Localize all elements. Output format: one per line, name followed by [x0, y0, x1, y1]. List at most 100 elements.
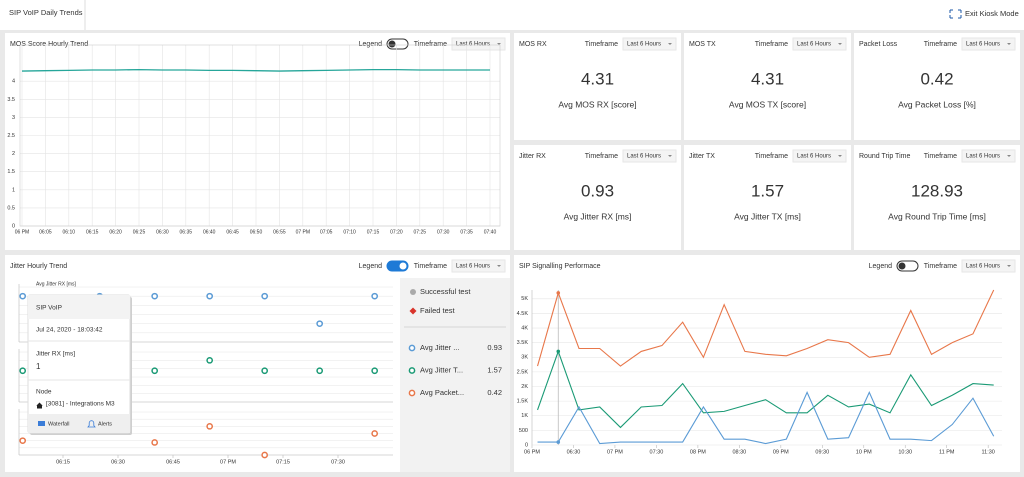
- y-tick-label: 1.5K: [517, 399, 529, 405]
- legend-value: 0.93: [487, 343, 502, 352]
- alerts-icon[interactable]: [87, 420, 96, 428]
- y-tick-label: 3.5K: [517, 340, 529, 346]
- panel: [514, 33, 681, 140]
- legend-name[interactable]: Avg Packet...: [420, 388, 464, 397]
- panel: [684, 33, 851, 140]
- tooltip-date: Jul 24, 2020 - 18:03:42: [36, 327, 103, 334]
- timeframe-dropdown[interactable]: [961, 259, 1016, 273]
- y-tick-label: 3: [12, 115, 15, 121]
- jitter-point: [206, 422, 214, 430]
- timeframe-dropdown[interactable]: [451, 259, 506, 273]
- legend-marker: [408, 367, 416, 374]
- jitter-point: [261, 367, 269, 375]
- timeframe-value: Last 6 Hours: [797, 154, 831, 160]
- stat-label: Avg Jitter TX [ms]: [734, 211, 801, 221]
- dropdown-caret: [1007, 265, 1011, 267]
- timeframe-label: Timeframe: [414, 41, 447, 48]
- status-marker: [409, 307, 417, 315]
- mos-line: [21, 68, 490, 72]
- tooltip-metric-value: 1: [36, 362, 41, 371]
- x-tick-label: 07:25: [414, 229, 427, 235]
- waterfall-icon[interactable]: [38, 421, 45, 426]
- jitter-point: [371, 292, 379, 300]
- y-tick-label: 4: [12, 79, 15, 85]
- x-tick-label: 06 PM: [15, 229, 29, 235]
- timeframe-dropdown[interactable]: [792, 149, 847, 163]
- stat-value: 0.42: [920, 69, 953, 88]
- y-tick-label: 0: [12, 223, 15, 229]
- tooltip-action[interactable]: Alerts: [98, 421, 112, 427]
- timeframe-dropdown[interactable]: [792, 37, 847, 51]
- timeframe-dropdown[interactable]: [622, 149, 677, 163]
- legend-marker: [408, 389, 416, 397]
- jitter-point: [19, 367, 27, 375]
- exit-icon: [949, 9, 962, 19]
- x-tick-label: 06:40: [203, 229, 216, 235]
- x-tick-label: 06:55: [273, 229, 286, 235]
- x-tick-label: 06:15: [56, 459, 70, 465]
- dropdown-caret: [497, 265, 501, 267]
- home-icon: [36, 402, 43, 409]
- y-tick-label: 0.5: [7, 205, 15, 211]
- sip-line: [537, 391, 995, 445]
- stat-value: 1.57: [751, 181, 784, 200]
- y-tick-label: 2.5: [7, 133, 15, 139]
- dropdown-caret: [1007, 155, 1011, 157]
- dropdown-caret: [497, 43, 501, 45]
- x-tick-label: 07:35: [460, 229, 473, 235]
- y-tick-label: 2.5K: [517, 369, 529, 375]
- y-tick-label: 2K: [521, 384, 528, 390]
- y-tick-label: 5K: [521, 296, 528, 302]
- y-tick-label: 2: [12, 151, 15, 157]
- x-tick-label: 08 PM: [690, 449, 706, 455]
- hover-point: [556, 349, 561, 354]
- x-tick-label: 07 PM: [607, 449, 623, 455]
- tooltip-action[interactable]: Waterfall: [48, 421, 70, 427]
- plot-frame: [19, 44, 501, 227]
- x-tick-label: 07:10: [343, 229, 356, 235]
- x-tick-label: 06:35: [180, 229, 193, 235]
- exit-kiosk[interactable]: Exit Kiosk Mode: [949, 9, 1019, 19]
- legend-label: Legend: [359, 263, 382, 270]
- timeframe-value: Last 6 Hours: [627, 42, 661, 48]
- timeframe-dropdown[interactable]: [961, 37, 1016, 51]
- x-tick-label: 06:45: [226, 229, 239, 235]
- legend-name[interactable]: Avg Jitter ...: [420, 343, 459, 352]
- timeframe-value: Last 6 Hours: [966, 42, 1000, 48]
- timeframe-value: Last 6 Hours: [456, 264, 490, 270]
- dashboard-title: SIP VoIP Daily Trends: [9, 8, 83, 17]
- x-tick-label: 07:30: [331, 459, 345, 465]
- sip-line: [537, 289, 995, 367]
- dropdown-caret: [668, 155, 672, 157]
- subplot-label: Avg Jitter RX [ms]: [36, 281, 77, 287]
- jitter-point: [316, 320, 324, 328]
- timeframe-label: Timeframe: [924, 153, 957, 160]
- legend-name[interactable]: Avg Jitter T...: [420, 365, 463, 374]
- jitter-point: [151, 439, 159, 446]
- timeframe-value: Last 6 Hours: [456, 42, 490, 48]
- stat-value: 128.93: [911, 181, 963, 200]
- x-tick-label: 09 PM: [773, 449, 789, 455]
- status-label: Successful test: [420, 287, 471, 296]
- jitter-point: [261, 451, 269, 459]
- jitter-point: [206, 292, 214, 300]
- panel-title: Round Trip Time: [859, 153, 910, 160]
- tooltip-footer: [28, 414, 130, 433]
- y-tick-label: 500: [519, 428, 528, 434]
- status-marker: [410, 289, 416, 295]
- x-tick-label: 07:30: [437, 229, 450, 235]
- x-tick-label: 09:30: [815, 449, 829, 455]
- timeframe-dropdown[interactable]: [961, 149, 1016, 163]
- panel-title: Jitter Hourly Trend: [10, 263, 67, 270]
- timeframe-dropdown[interactable]: [451, 37, 506, 51]
- toggle-knob: [399, 262, 407, 270]
- tooltip-node-label: Node: [36, 389, 52, 396]
- y-tick-label: 0: [525, 442, 528, 448]
- timeframe-value: Last 6 Hours: [627, 154, 661, 160]
- timeframe-dropdown[interactable]: [622, 37, 677, 51]
- panel-title: Jitter RX: [519, 153, 546, 160]
- dropdown-caret: [838, 155, 842, 157]
- x-tick-label: 06 PM: [524, 449, 540, 455]
- exit-kiosk-label[interactable]: Exit Kiosk Mode: [965, 9, 1019, 18]
